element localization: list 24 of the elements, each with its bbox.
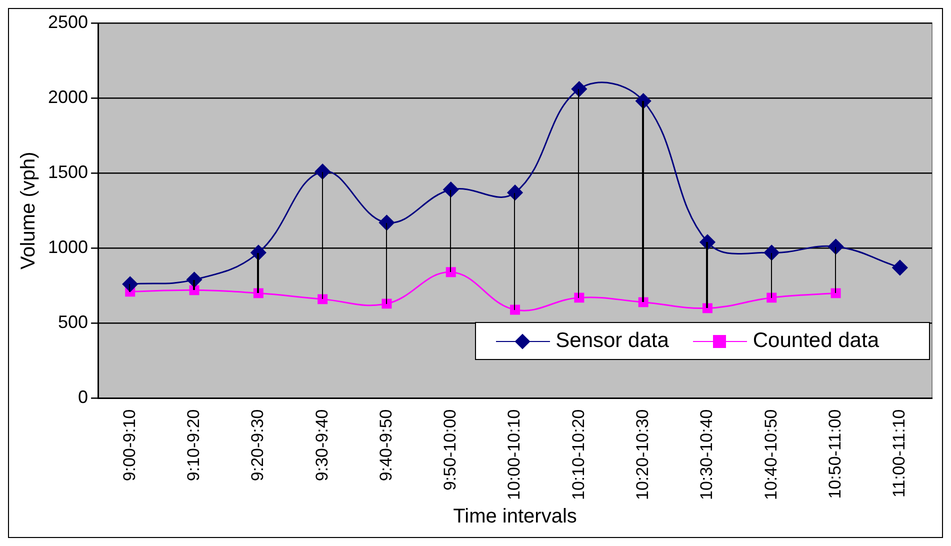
- point: [892, 260, 908, 276]
- x-tick-label: 9:30-9:40: [312, 409, 332, 482]
- y-tick-label: 2000: [48, 87, 88, 108]
- x-tick-label: 9:40-9:50: [376, 409, 396, 482]
- x-tick-label: 10:20-10:30: [633, 409, 652, 500]
- x-tick-label: 10:10-10:20: [568, 409, 588, 500]
- x-tick-label: 9:20-9:30: [248, 409, 268, 482]
- x-tick-label: 11:00-11:10: [890, 409, 909, 498]
- x-tick-label: 9:10-9:20: [184, 409, 203, 482]
- x-tick-label: 10:30-10:40: [697, 409, 716, 500]
- x-tick-label: 9:50-10:00: [440, 409, 460, 491]
- x-tick-label: 10:50-11:00: [825, 409, 844, 499]
- y-axis-title: Volume (vph): [18, 152, 40, 270]
- y-tick-label: 500: [58, 312, 88, 332]
- legend-label: Counted data: [752, 329, 879, 353]
- x-tick-label: 9:00-9:10: [120, 409, 139, 482]
- x-tick-label: 10:40-10:50: [761, 409, 780, 500]
- legend-label: Sensor data: [556, 329, 669, 353]
- y-tick-label: 0: [78, 387, 88, 408]
- x-tick-label: 10:00-10:10: [504, 409, 524, 500]
- y-tick-label: 1000: [48, 237, 88, 258]
- x-axis-title: Time intervals: [453, 506, 577, 528]
- y-tick-label: 1500: [48, 162, 88, 182]
- y-tick-label: 2500: [48, 12, 88, 32]
